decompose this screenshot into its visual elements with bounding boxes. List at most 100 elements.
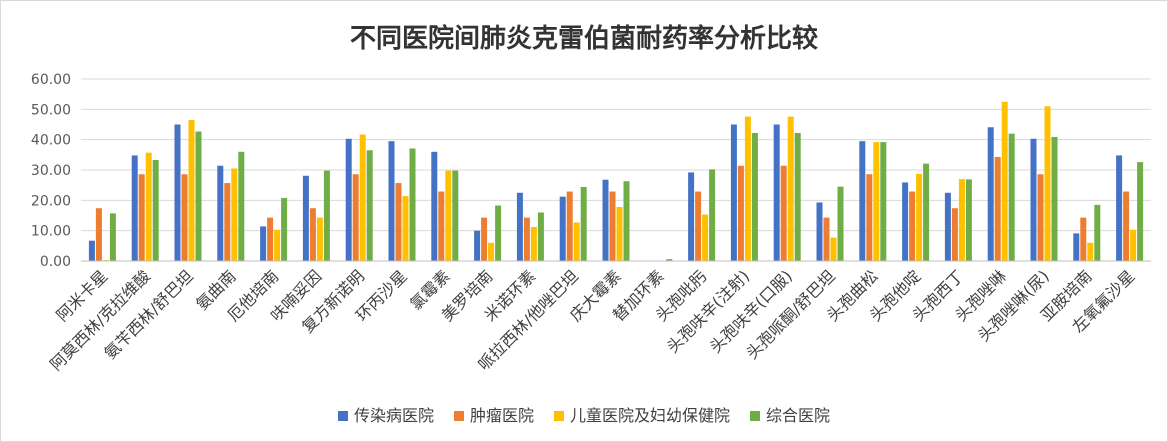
y-tick-label: 20.00 (31, 193, 71, 209)
bar (537, 212, 544, 261)
bar (316, 217, 323, 261)
bar (523, 217, 530, 261)
bar (174, 124, 181, 261)
bar (1073, 233, 1080, 261)
bar (323, 170, 330, 261)
y-axis: 0.00 10.00 20.00 30.00 40.00 50.00 60.00 (31, 72, 71, 270)
bar (823, 217, 830, 261)
bar (345, 138, 352, 261)
bar (281, 197, 288, 261)
bar (395, 183, 402, 261)
bar (1030, 138, 1037, 261)
bar (1051, 136, 1058, 261)
bar (623, 181, 630, 261)
gridlines (81, 78, 1151, 262)
bar (987, 127, 994, 261)
bar (152, 159, 159, 261)
bar (944, 192, 951, 261)
bar (773, 124, 780, 261)
bar (923, 163, 930, 261)
bar (181, 174, 188, 261)
bar (580, 186, 587, 261)
bar (737, 165, 744, 261)
legend-label: 肿瘤医院 (470, 406, 534, 425)
bar (916, 173, 923, 261)
bar (695, 191, 702, 261)
bar (224, 183, 231, 261)
y-tick-label: 0.00 (40, 254, 71, 270)
bar (1080, 217, 1087, 261)
bar (352, 174, 359, 261)
bar (409, 148, 416, 261)
y-tick-label: 50.00 (31, 102, 71, 118)
bar (880, 142, 887, 261)
bar (1087, 242, 1094, 261)
bar (231, 168, 238, 261)
bar (816, 202, 823, 261)
bar (702, 214, 709, 261)
y-tick-label: 40.00 (31, 133, 71, 149)
bar (1123, 191, 1130, 261)
bar (495, 205, 502, 261)
bar (445, 170, 452, 261)
bar (688, 172, 695, 261)
bar (431, 151, 438, 261)
bar (309, 208, 316, 261)
bar (109, 213, 116, 261)
bar (866, 174, 873, 261)
bar (274, 229, 281, 261)
bar (1001, 101, 1008, 261)
bar (488, 242, 495, 261)
legend: 传染病医院 肿瘤医院 儿童医院及妇幼保健院 综合医院 (338, 406, 830, 425)
bar (744, 116, 751, 261)
bar (452, 170, 459, 261)
bar (388, 141, 395, 261)
bar (859, 141, 866, 261)
bar (1008, 133, 1015, 261)
bar (530, 227, 537, 261)
bar (402, 196, 409, 261)
bar (994, 156, 1001, 261)
bar (474, 230, 481, 261)
bar (616, 207, 623, 261)
bar (359, 134, 366, 261)
bar (238, 151, 245, 261)
bar (730, 124, 737, 261)
legend-swatch (338, 411, 348, 421)
legend-label: 儿童医院及妇幼保健院 (570, 406, 730, 425)
bar (559, 196, 566, 261)
bar (1044, 106, 1051, 261)
bar (709, 169, 716, 261)
bar (260, 226, 267, 261)
bar (95, 208, 102, 261)
bar (794, 132, 801, 261)
bar (787, 116, 794, 261)
bar (1137, 162, 1144, 261)
bar (1094, 204, 1101, 261)
bar (609, 191, 616, 261)
bars (88, 101, 1144, 261)
x-axis: 阿米卡星阿莫西林/克拉维酸氨苄西林/舒巴坦氨曲南厄他培南呋喃妥因复方新诺明环丙沙… (46, 260, 1151, 374)
bar (902, 182, 909, 261)
legend-label: 传染病医院 (354, 406, 434, 425)
bar (965, 179, 972, 261)
bar (217, 165, 224, 261)
bar (88, 240, 95, 261)
bar (188, 119, 195, 261)
bar (873, 142, 880, 261)
legend-swatch (750, 411, 760, 421)
bar (366, 150, 373, 261)
bar (666, 259, 673, 261)
bar (602, 179, 609, 261)
bar (830, 237, 837, 261)
bar (909, 191, 916, 261)
bar (131, 155, 138, 261)
bar (145, 152, 152, 261)
bar (1116, 155, 1123, 261)
bar (751, 132, 758, 261)
y-tick-label: 10.00 (31, 224, 71, 240)
bar (780, 165, 787, 261)
bar (195, 131, 202, 261)
